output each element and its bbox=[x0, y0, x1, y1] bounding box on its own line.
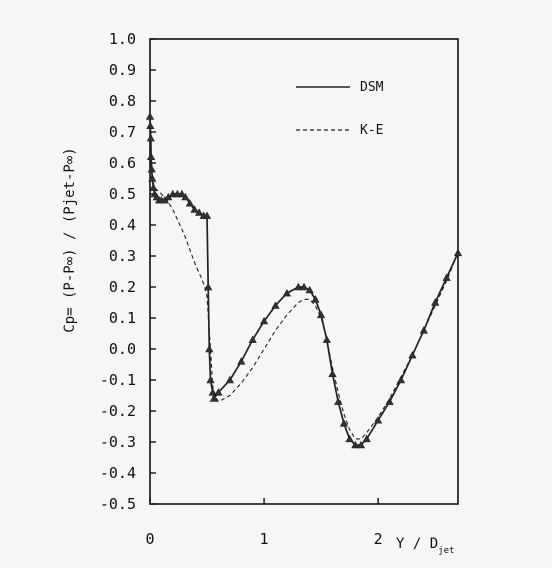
y-tick-label: -0.1 bbox=[100, 371, 136, 389]
data-point-dsm bbox=[396, 375, 406, 384]
y-tick-label: -0.5 bbox=[100, 495, 136, 513]
y-tick-label: 0.2 bbox=[109, 278, 136, 296]
data-point-dsm bbox=[339, 419, 349, 427]
data-point-dsm bbox=[316, 310, 326, 319]
data-point-dsm bbox=[282, 288, 292, 297]
data-point-dsm bbox=[202, 211, 212, 219]
y-axis-ticks: 1.0 0.9 0.8 0.7 0.6 0.5 0.4 0.3 0.2 0.1 0.0 -0.1 -0.… bbox=[100, 30, 156, 513]
data-point-dsm bbox=[177, 189, 187, 198]
series-layer bbox=[145, 112, 463, 449]
data-point-dsm bbox=[345, 434, 354, 443]
data-point-dsm bbox=[204, 282, 213, 291]
y-tick-label: -0.4 bbox=[100, 464, 136, 482]
legend-label-dsm: DSM bbox=[360, 80, 384, 95]
data-point-dsm bbox=[248, 335, 257, 343]
y-tick-label: 0.6 bbox=[109, 154, 136, 172]
data-point-dsm bbox=[185, 199, 195, 207]
y-tick-label: 1.0 bbox=[109, 30, 136, 48]
plot-frame bbox=[149, 38, 459, 505]
series-line-dsm bbox=[149, 116, 459, 446]
data-point-dsm bbox=[225, 375, 235, 384]
x-tick-label: 2 bbox=[374, 530, 383, 548]
y-tick-label: 0.5 bbox=[109, 185, 136, 203]
series-line-k-e bbox=[149, 125, 459, 440]
y-tick-label: 0.9 bbox=[109, 61, 136, 79]
data-point-dsm bbox=[408, 350, 417, 359]
legend: DSM K-E bbox=[296, 80, 384, 138]
data-point-dsm bbox=[356, 440, 366, 449]
data-point-dsm bbox=[181, 192, 190, 201]
x-axis-ticks: 0 1 2 bbox=[145, 498, 383, 548]
data-point-dsm bbox=[453, 248, 463, 257]
data-point-dsm bbox=[294, 282, 303, 291]
y-tick-label: 0.7 bbox=[109, 123, 136, 141]
data-point-dsm bbox=[205, 344, 214, 353]
legend-label-k-e: K-E bbox=[360, 123, 383, 138]
x-tick-label: 1 bbox=[260, 530, 269, 548]
data-point-dsm bbox=[145, 112, 155, 120]
data-point-dsm bbox=[419, 326, 428, 334]
y-tick-label: 0.1 bbox=[109, 309, 136, 327]
data-point-dsm bbox=[190, 205, 199, 213]
data-point-dsm bbox=[209, 394, 219, 402]
data-point-dsm bbox=[271, 301, 280, 309]
y-tick-label: 0.8 bbox=[109, 92, 136, 110]
x-axis-label-subscript: jet bbox=[438, 546, 454, 556]
data-point-dsm bbox=[362, 434, 371, 443]
data-point-dsm bbox=[237, 357, 246, 365]
y-tick-label: -0.2 bbox=[100, 402, 136, 420]
y-tick-label: 0.3 bbox=[109, 247, 136, 265]
data-point-dsm bbox=[305, 285, 314, 294]
y-tick-label: 0.4 bbox=[109, 216, 136, 234]
y-axis-label: Cp= (P-P∞) / (Pjet-P∞) bbox=[62, 147, 78, 332]
data-point-dsm bbox=[328, 369, 337, 378]
data-point-dsm bbox=[214, 388, 223, 396]
x-tick-label: 0 bbox=[145, 530, 154, 548]
x-axis-label: Y / Djet bbox=[396, 536, 454, 556]
data-point-dsm bbox=[351, 440, 360, 449]
data-point-dsm bbox=[194, 208, 204, 216]
data-point-dsm bbox=[206, 375, 215, 384]
y-tick-label: -0.3 bbox=[100, 433, 136, 451]
data-point-dsm bbox=[259, 316, 269, 325]
y-tick-label: 0.0 bbox=[109, 340, 136, 358]
data-point-dsm bbox=[311, 295, 320, 303]
data-point-dsm bbox=[299, 282, 309, 291]
